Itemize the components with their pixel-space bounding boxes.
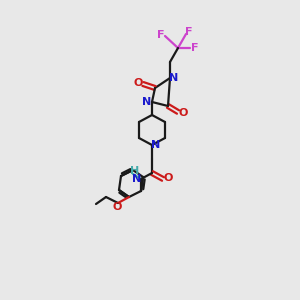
Text: F: F xyxy=(185,27,193,37)
Text: N: N xyxy=(142,97,152,107)
Text: O: O xyxy=(163,173,173,183)
Text: F: F xyxy=(191,43,199,53)
Text: F: F xyxy=(157,30,165,40)
Text: O: O xyxy=(133,78,143,88)
Text: N: N xyxy=(169,73,178,83)
Text: N: N xyxy=(152,140,160,150)
Text: N: N xyxy=(132,174,142,184)
Text: O: O xyxy=(112,202,122,212)
Text: H: H xyxy=(130,166,140,176)
Text: O: O xyxy=(178,108,188,118)
